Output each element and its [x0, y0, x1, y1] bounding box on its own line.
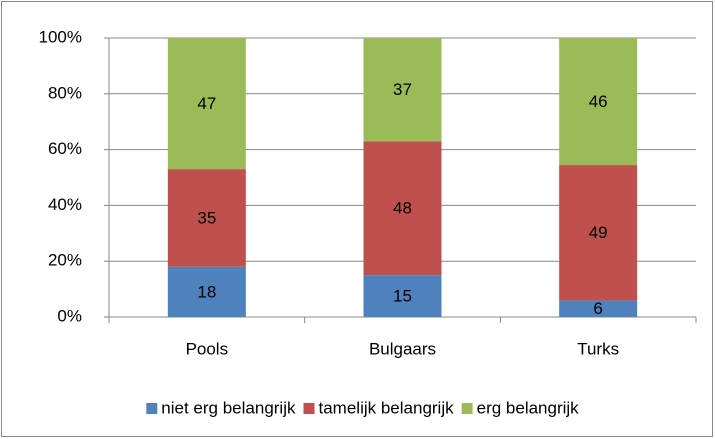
value-label: 48 — [393, 199, 412, 218]
x-tick-label: Bulgaars — [369, 339, 436, 358]
value-label: 18 — [197, 282, 216, 301]
value-label: 35 — [197, 208, 216, 227]
legend-swatch — [461, 403, 473, 414]
x-tick-label: Pools — [186, 339, 229, 358]
value-label: 6 — [593, 299, 602, 318]
bar-segment — [363, 141, 442, 276]
x-tick-label: Turks — [577, 339, 619, 358]
bar-segment — [363, 275, 442, 317]
value-label: 49 — [589, 223, 608, 242]
bar-segment — [559, 38, 638, 166]
bar-segment — [167, 169, 246, 267]
y-tick-label: 100% — [39, 27, 82, 46]
y-tick-label: 40% — [48, 195, 82, 214]
legend-label: niet erg belangrijk — [161, 398, 296, 417]
legend-swatch — [146, 403, 158, 414]
value-label: 37 — [393, 80, 412, 99]
bar-segment — [559, 165, 638, 301]
legend-swatch — [303, 403, 315, 414]
bar-segment — [559, 300, 638, 317]
y-tick-label: 0% — [57, 306, 82, 325]
value-label: 15 — [393, 287, 412, 306]
y-tick-label: 60% — [48, 139, 82, 158]
bar-segment — [363, 38, 442, 142]
value-label: 47 — [197, 94, 216, 113]
bar-segment — [167, 266, 246, 317]
value-label: 46 — [589, 92, 608, 111]
y-tick-label: 80% — [48, 83, 82, 102]
y-tick-label: 20% — [48, 251, 82, 270]
bar-segment — [167, 38, 246, 170]
legend-label: tamelijk belangrijk — [319, 398, 455, 417]
legend-label: erg belangrijk — [477, 398, 580, 417]
